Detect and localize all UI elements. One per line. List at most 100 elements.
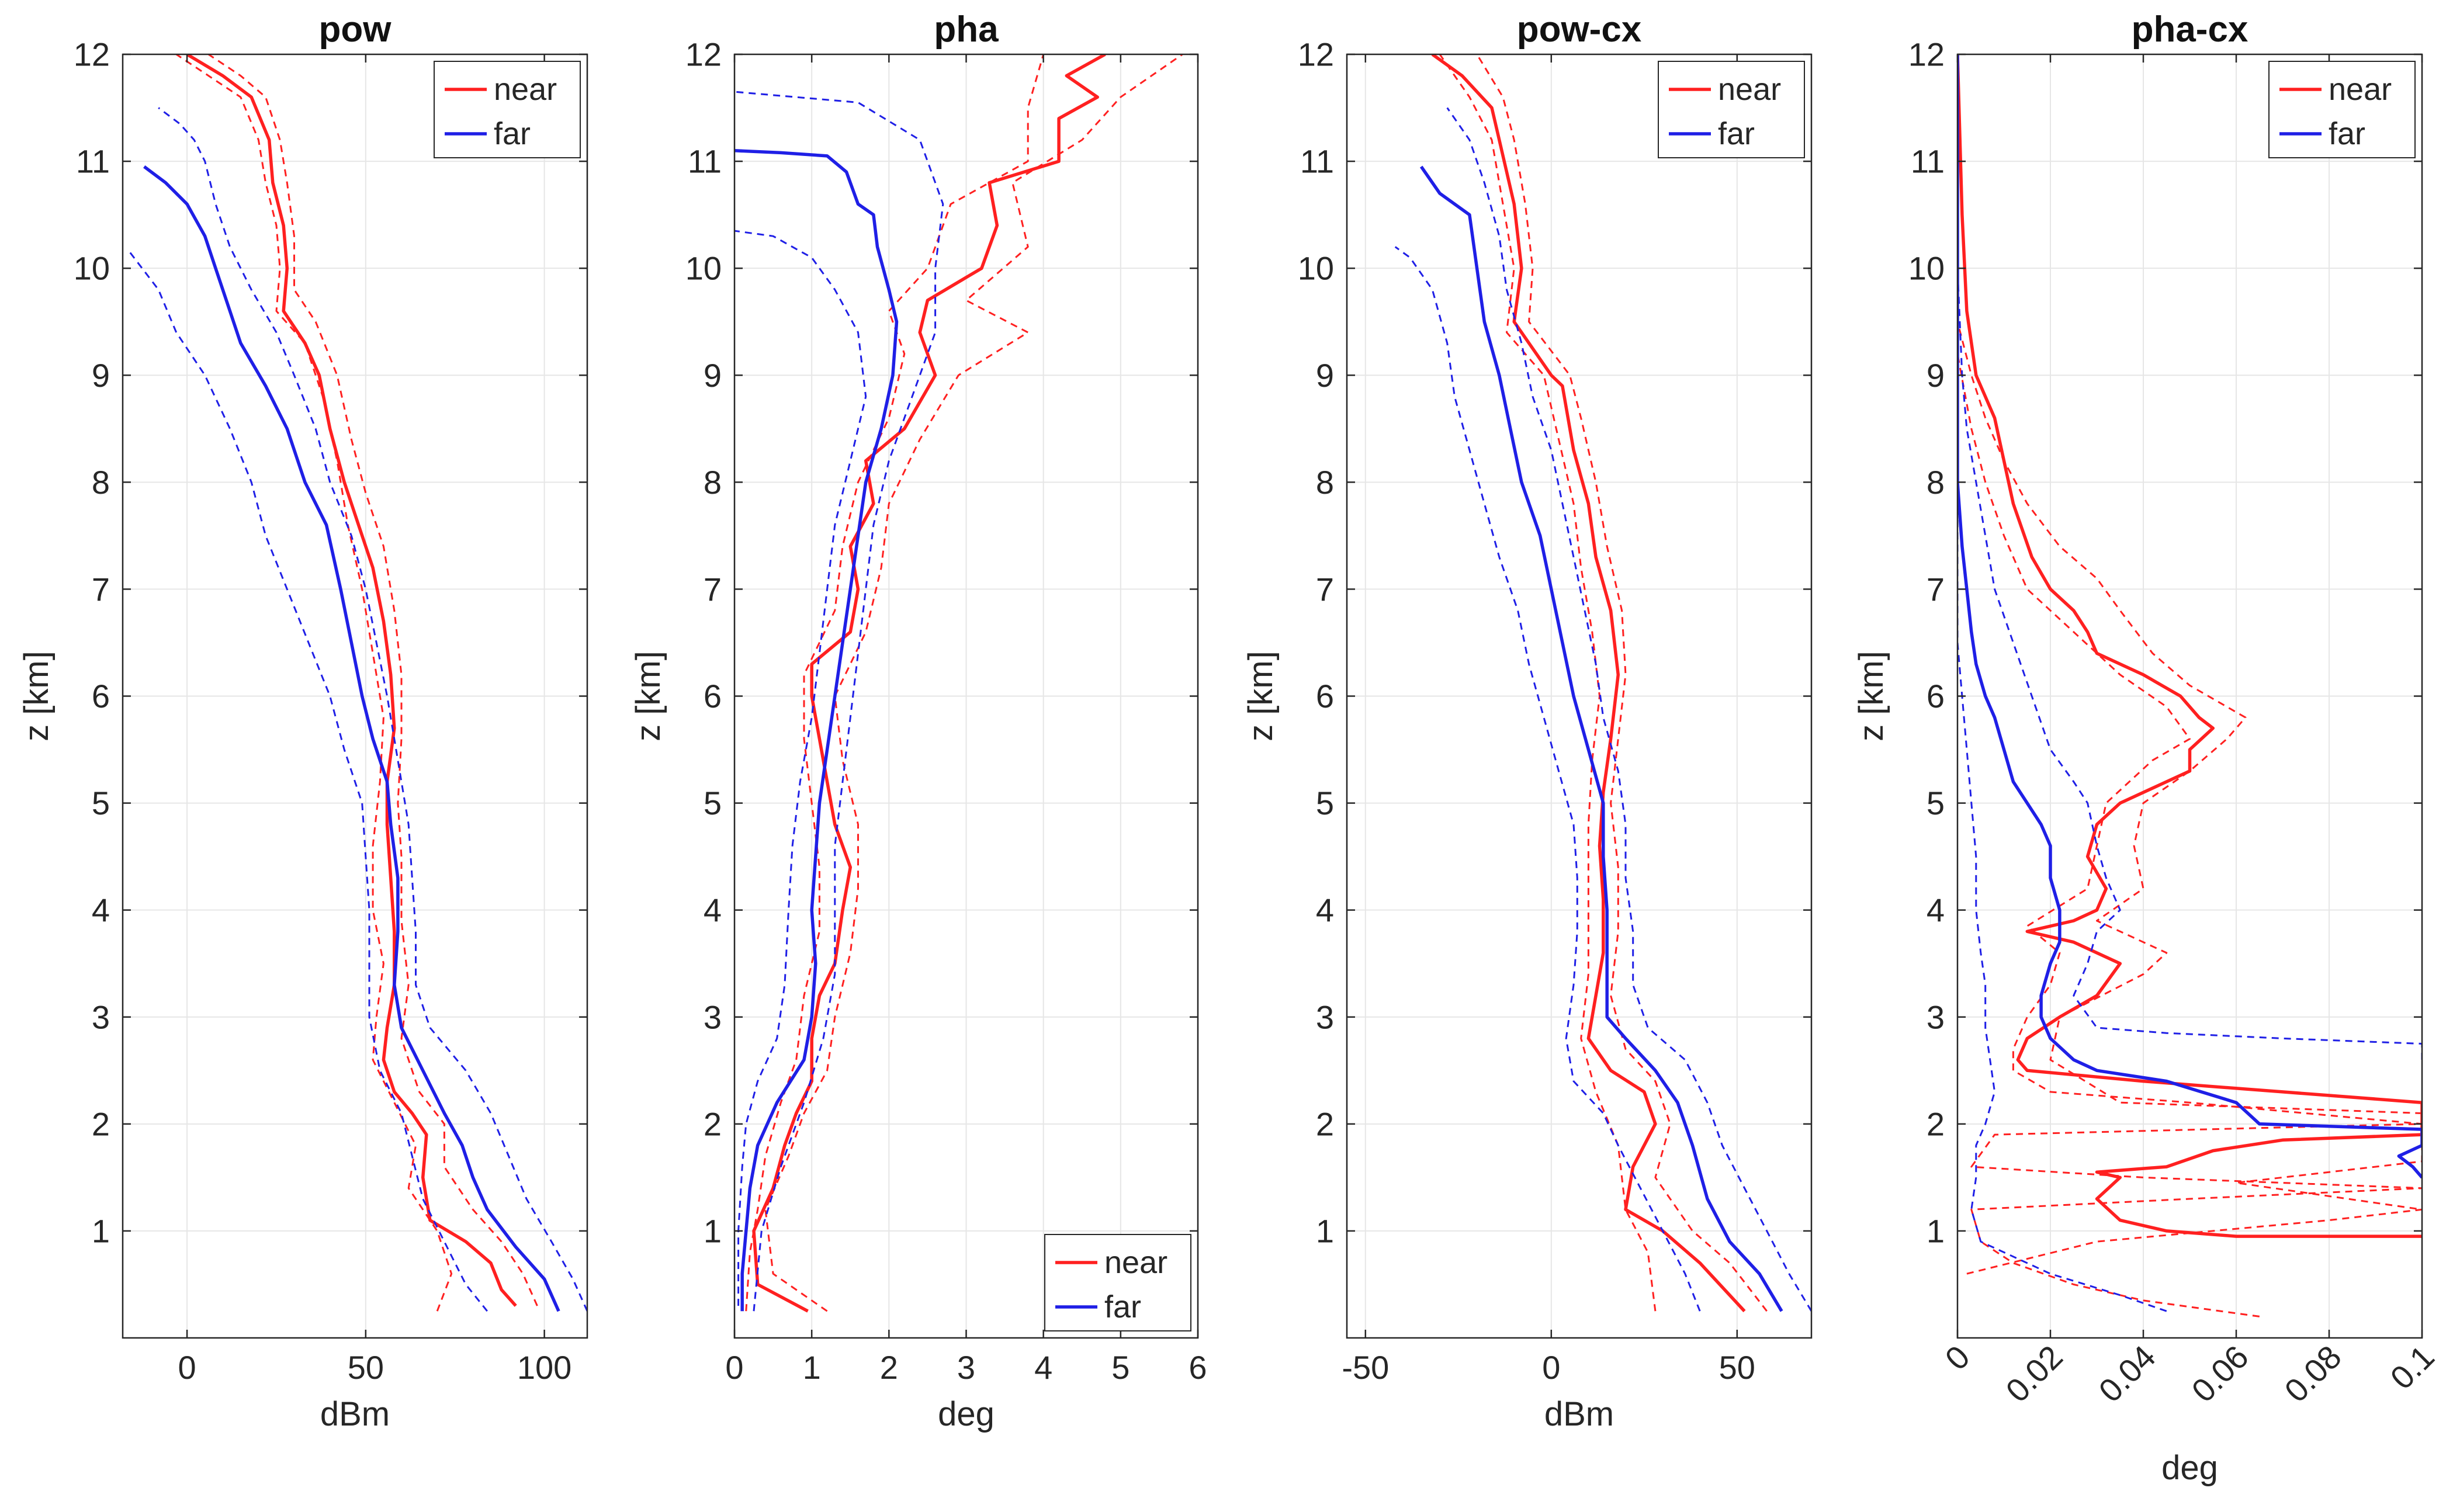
- y-tick-label: 9: [704, 357, 722, 394]
- y-tick-label: 5: [1927, 785, 1945, 821]
- series-group: [129, 54, 587, 1312]
- series-near-dashed-line: [1476, 54, 1768, 1312]
- x-tick-label: 2: [880, 1349, 898, 1386]
- x-tick-label: 100: [517, 1349, 571, 1386]
- y-tick-label: 4: [1927, 892, 1945, 928]
- y-tick-label: 8: [1316, 464, 1334, 501]
- legend: near far: [1658, 61, 1805, 158]
- x-tick-label: 5: [1111, 1349, 1130, 1386]
- chart-title: pow: [319, 9, 392, 50]
- legend-label-near: near: [494, 72, 557, 107]
- y-tick-label: 4: [1316, 892, 1334, 928]
- series-near-dashed-line: [1439, 54, 1657, 1312]
- x-tick-label: 0.04: [2091, 1338, 2163, 1409]
- chart-panel-pha-cx: 0 0.02 0.04 0.06 0.08 0.1123456789101112pha-c…: [1852, 9, 2441, 1487]
- y-tick-label: 12: [1908, 36, 1945, 73]
- series-near-solid-line: [1431, 54, 1746, 1313]
- series-near-solid-line: [186, 54, 517, 1307]
- legend-label-near: near: [1718, 72, 1781, 107]
- series-near-dashed-line: [1957, 54, 2422, 1317]
- y-tick-label: 11: [1911, 143, 1945, 180]
- legend: near far: [1044, 1234, 1191, 1331]
- legend: near far: [434, 61, 581, 158]
- y-tick-label: 12: [1298, 36, 1334, 73]
- y-tick-label: 7: [1927, 571, 1945, 608]
- y-tick-label: 9: [92, 357, 110, 394]
- x-axis-label: dBm: [1544, 1395, 1614, 1433]
- y-tick-label: 5: [92, 785, 110, 821]
- x-axis-label: deg: [2161, 1449, 2218, 1487]
- y-tick-label: 6: [92, 678, 110, 715]
- legend-box: [434, 61, 581, 158]
- x-tick-label: 0.02: [1998, 1338, 2070, 1409]
- y-tick-label: 10: [74, 250, 110, 287]
- legend-label-far: far: [2329, 116, 2365, 151]
- x-tick-label: 0: [1542, 1349, 1560, 1386]
- y-axis-label: z [km]: [629, 651, 667, 741]
- series-group: [1957, 54, 2422, 1317]
- x-axis-label: deg: [938, 1395, 995, 1433]
- y-tick-label: 8: [704, 464, 722, 501]
- series-near-solid-line: [752, 54, 1106, 1313]
- series-far-solid-line: [734, 149, 899, 1312]
- y-tick-label: 2: [92, 1105, 110, 1142]
- series-group: [734, 54, 1183, 1313]
- series-near-solid-line: [1957, 54, 2422, 1238]
- x-tick-label: 50: [348, 1349, 384, 1386]
- legend-label-near: near: [2329, 72, 2392, 107]
- y-tick-label: 7: [1316, 571, 1334, 608]
- chart-title: pow-cx: [1517, 9, 1642, 50]
- y-tick-label: 11: [1300, 143, 1334, 180]
- y-tick-label: 8: [92, 464, 110, 501]
- series-far-solid-line: [1957, 54, 2422, 1179]
- series-near-dashed-line: [207, 54, 538, 1306]
- y-tick-label: 1: [1316, 1212, 1334, 1249]
- y-tick-label: 3: [92, 998, 110, 1035]
- legend-label-far: far: [1104, 1289, 1141, 1324]
- y-tick-label: 2: [1316, 1105, 1334, 1142]
- series-far-dashed-line: [734, 230, 867, 1306]
- legend: near far: [2268, 61, 2416, 158]
- y-tick-label: 11: [688, 143, 722, 180]
- x-tick-label: 3: [957, 1349, 975, 1386]
- y-tick-label: 7: [92, 571, 110, 608]
- y-tick-label: 12: [74, 36, 110, 73]
- y-tick-label: 9: [1316, 357, 1334, 394]
- y-tick-label: 10: [1298, 250, 1334, 287]
- series-far-solid-line: [143, 165, 560, 1312]
- y-axis-label: z [km]: [1852, 651, 1890, 741]
- x-tick-label: 0: [1938, 1338, 1977, 1377]
- y-tick-label: 10: [1908, 250, 1945, 287]
- x-tick-label: -50: [1342, 1349, 1389, 1386]
- y-tick-label: 3: [1927, 998, 1945, 1035]
- x-axis-label: dBm: [320, 1395, 390, 1433]
- x-tick-label: 4: [1034, 1349, 1052, 1386]
- legend-label-far: far: [494, 116, 531, 151]
- x-tick-label: 50: [1719, 1349, 1755, 1386]
- series-far-solid-line: [1419, 165, 1783, 1312]
- chart-title: pha: [934, 9, 999, 50]
- y-tick-label: 3: [704, 998, 722, 1035]
- series-far-dashed-line: [1446, 107, 1811, 1312]
- legend-label-far: far: [1718, 116, 1755, 151]
- y-axis-label: z [km]: [18, 651, 56, 741]
- y-tick-label: 2: [704, 1105, 722, 1142]
- y-tick-label: 1: [92, 1212, 110, 1249]
- y-tick-label: 7: [704, 571, 722, 608]
- x-tick-label: 6: [1189, 1349, 1207, 1386]
- legend-box: [2268, 61, 2416, 158]
- y-tick-label: 4: [704, 892, 722, 928]
- y-tick-label: 6: [704, 678, 722, 715]
- series-far-dashed-line: [1957, 54, 2422, 1060]
- y-tick-label: 5: [704, 785, 722, 821]
- x-tick-label: 0.08: [2277, 1338, 2348, 1409]
- series-far-dashed-line: [734, 91, 944, 1312]
- series-far-dashed-line: [1957, 54, 2167, 1312]
- x-tick-label: 0.06: [2184, 1338, 2255, 1409]
- y-tick-label: 12: [685, 36, 722, 73]
- y-tick-label: 9: [1927, 357, 1945, 394]
- y-tick-label: 2: [1927, 1105, 1945, 1142]
- legend-box: [1044, 1234, 1191, 1331]
- y-tick-label: 1: [704, 1212, 722, 1249]
